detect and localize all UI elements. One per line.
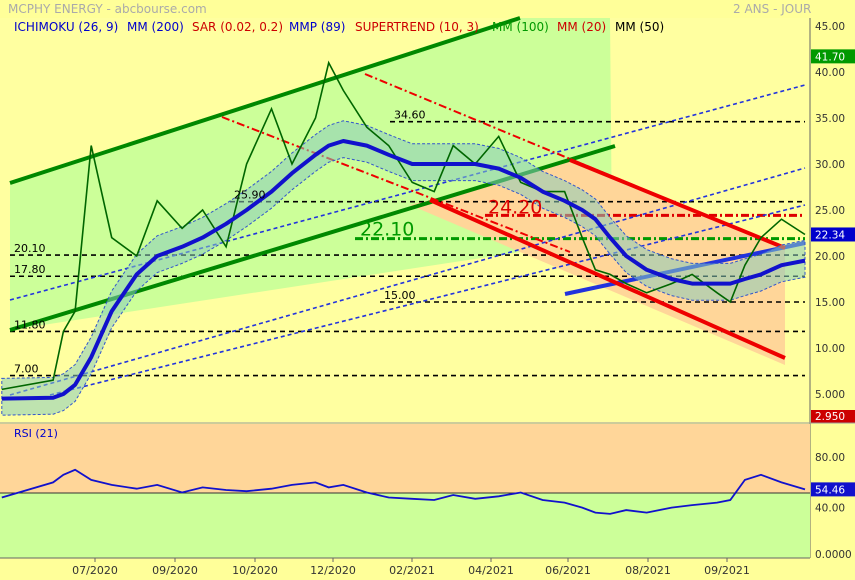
price-y-tick-7: 10.00: [815, 343, 845, 355]
price-panel: 34.60 25.90 20.10 17.80 15.00 11.80 7.00 24.20…: [0, 16, 810, 423]
rsi-y-ticks: 80.00 40.00 0.0000 54.46: [811, 452, 855, 561]
red-dashdot-lower: [221, 116, 571, 253]
price-y-tick-0: 45.00: [815, 21, 845, 33]
moving-average-line: [1, 139, 806, 401]
value-badge-1: [811, 227, 855, 242]
x-axis-ticks: 07/2020 09/2020 10/2020 12/2020 02/2021 04/20…: [72, 558, 750, 577]
level-label-4: 15.00: [384, 289, 416, 302]
price-y-tick-3: 30.00: [815, 159, 845, 171]
x-tick-label-6: 06/2021: [545, 564, 591, 577]
legend-item-6: MM (20): [557, 20, 606, 34]
level-labels: 34.60 25.90 20.10 17.80 15.00 11.80 7.00: [14, 109, 426, 376]
rsi-y-tick-0: 80.00: [815, 452, 845, 464]
legend-item-4: SUPERTREND (10, 3): [355, 20, 479, 34]
horizontal-levels: [10, 120, 805, 377]
price-min-badge: [811, 410, 855, 423]
legend-item-3: MMP (89): [289, 20, 345, 34]
value-badge-0: [811, 49, 855, 64]
price-line: [1, 60, 806, 391]
price-series: [1, 60, 806, 416]
lower-blue-dashed-line: [49, 204, 806, 396]
x-tick-label-5: 04/2021: [468, 564, 514, 577]
price-y-tick-8: 5.000: [815, 389, 845, 401]
level-label-5: 11.80: [14, 318, 46, 331]
support-label: 22.10: [360, 219, 414, 241]
level-label-2: 20.10: [14, 242, 46, 255]
x-tick-label-3: 12/2020: [310, 564, 356, 577]
x-tick-label-1: 09/2020: [152, 564, 198, 577]
x-tick-label-4: 02/2021: [389, 564, 435, 577]
red-downtrend-upper: [569, 158, 786, 250]
indicator-legend: ICHIMOKU (26, 9) MM (200) SAR (0.02, 0.2) M…: [14, 20, 664, 34]
level-label-1: 25.90: [234, 189, 266, 202]
level-label-3: 17.80: [14, 263, 46, 276]
annotations: 24.20 22.10: [360, 196, 542, 240]
price-y-tick-2: 35.00: [815, 113, 845, 125]
legend-item-2: SAR (0.02, 0.2): [192, 20, 283, 34]
upper-blue-dashed-line: [9, 84, 806, 301]
rsi-current-text: 54.46: [815, 484, 845, 496]
chart-title: MCPHY ENERGY - abcbourse.com: [8, 2, 207, 16]
price-y-ticks: 45.00 40.00 35.00 30.00 25.00 20.00 15.00 10.00…: [811, 21, 855, 423]
price-y-tick-1: 40.00: [815, 67, 845, 79]
price-min-text: 2.950: [815, 411, 845, 423]
x-tick-label-2: 10/2020: [232, 564, 278, 577]
chart-period: 2 ANS - JOUR: [733, 2, 811, 16]
rsi-title: RSI (21): [14, 427, 58, 440]
x-tick-label-0: 07/2020: [72, 564, 118, 577]
legend-item-7: MM (50): [615, 20, 664, 34]
value-badge-text-0: 41.70: [815, 51, 845, 63]
price-y-tick-4: 25.00: [815, 205, 845, 217]
rsi-lower-zone: [0, 493, 810, 558]
rsi-series: [1, 468, 806, 515]
level-label-6: 7.00: [14, 363, 39, 376]
price-y-tick-5: 20.00: [815, 251, 845, 263]
legend-item-5: MM (100): [492, 20, 549, 34]
x-tick-label-8: 09/2021: [704, 564, 750, 577]
rsi-y-tick-1: 40.00: [815, 503, 845, 515]
rsi-upper-zone: [0, 424, 810, 493]
legend-item-1: MM (200): [127, 20, 184, 34]
rsi-current-badge: [811, 482, 855, 497]
level-label-0: 34.60: [394, 109, 426, 122]
rsi-y-tick-2: 0.0000: [815, 549, 852, 561]
value-badge-text-1: 22.34: [815, 229, 845, 241]
red-downtrend-lower: [429, 198, 786, 360]
upper-green-trendline: [9, 16, 521, 185]
legend-item-0: ICHIMOKU (26, 9): [14, 20, 118, 34]
price-y-tick-6: 15.00: [815, 297, 845, 309]
rsi-panel: RSI (21) 80.00 40.00 0.0000 54.46: [0, 424, 855, 561]
middle-blue-dashed-line: [9, 167, 806, 396]
rsi-line: [1, 468, 806, 515]
resistance-label: 24.20: [488, 196, 542, 218]
x-tick-label-7: 08/2021: [625, 564, 671, 577]
